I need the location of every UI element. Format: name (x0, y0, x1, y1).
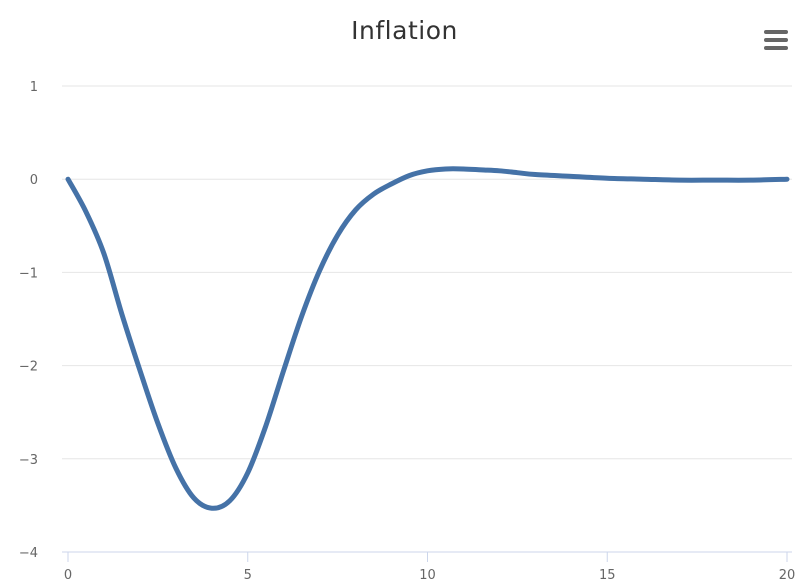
x-tick-label: 15 (599, 568, 616, 583)
axis-layer (62, 551, 792, 562)
y-tick-label: 1 (30, 80, 38, 95)
grid-layer (62, 85, 792, 460)
y-tick-label: 0 (30, 173, 38, 188)
x-tick-label: 0 (64, 568, 72, 583)
x-tick-label: 20 (779, 568, 796, 583)
chart-title: Inflation (351, 16, 458, 45)
x-tick-label: 5 (244, 568, 252, 583)
tick-labels: 10−1−2−3−40 5 10 15 20 (19, 80, 795, 583)
y-tick-label: −1 (19, 266, 38, 281)
y-tick-label: −4 (19, 546, 38, 561)
series-line-0[interactable] (65, 166, 790, 511)
y-tick-label: −3 (19, 453, 38, 468)
y-tick-label: −2 (19, 360, 38, 375)
chart-menu-button[interactable] (762, 27, 792, 53)
x-tick-label: 10 (419, 568, 436, 583)
series-layer (65, 166, 790, 511)
